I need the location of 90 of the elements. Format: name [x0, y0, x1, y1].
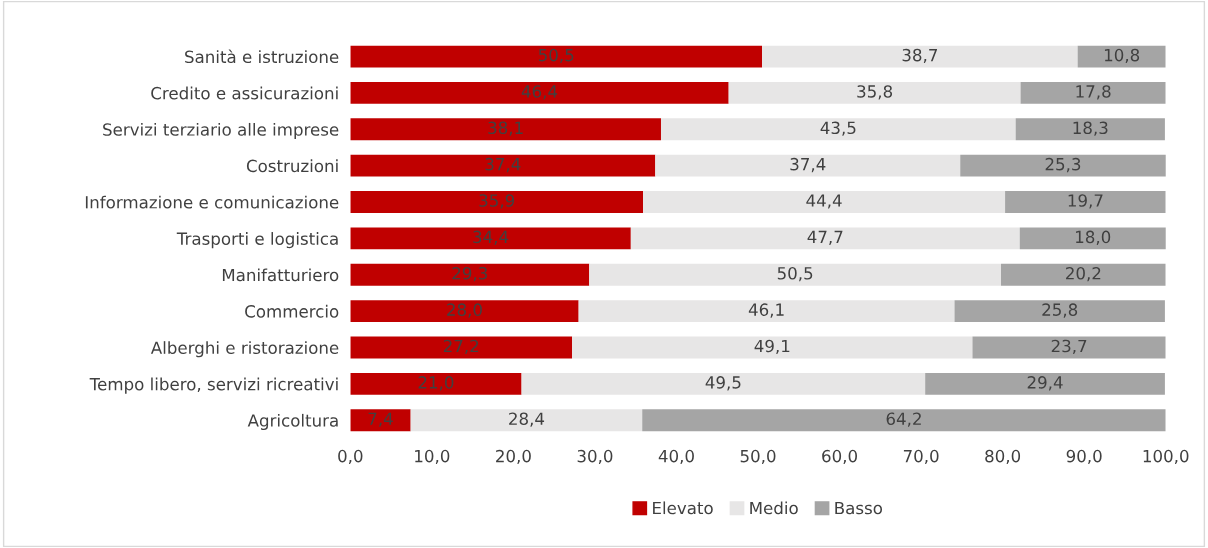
bar [1015, 118, 1165, 141]
x-tick-label: 10,0 [415, 449, 450, 465]
data-label: 37,4 [790, 157, 826, 173]
legend-label: Medio [750, 501, 798, 515]
data-label: 20,2 [1066, 266, 1101, 282]
data-label: 18,0 [1076, 230, 1111, 245]
x-tick-label: 90,0 [1066, 449, 1102, 465]
bar [350, 336, 573, 359]
bar [521, 372, 926, 395]
data-label: 46,4 [521, 85, 558, 100]
x-tick-label: 50,0 [740, 449, 776, 465]
data-label: 47,7 [807, 230, 843, 245]
y-tick-label: Informazione e comunicazione [85, 195, 339, 209]
y-tick-label: Commercio [245, 304, 339, 318]
bar [660, 118, 1016, 141]
data-label: 7,4 [368, 412, 393, 427]
data-label: 43,5 [820, 121, 856, 136]
bar [1001, 263, 1166, 286]
bar [350, 191, 644, 213]
y-tick-label: Trasporti e logistica [176, 232, 338, 249]
bar [642, 409, 1166, 432]
bar [1005, 191, 1166, 213]
x-tick-label: 20,0 [496, 449, 531, 465]
bar [1019, 227, 1166, 250]
bar [728, 82, 1021, 104]
data-label: 44,4 [806, 194, 842, 209]
data-label: 37,4 [485, 157, 521, 173]
bar [655, 154, 961, 177]
data-label: 35,9 [479, 194, 515, 209]
bar [589, 263, 1002, 286]
data-label: 38,7 [902, 48, 938, 64]
bar [350, 409, 411, 432]
bar [578, 300, 955, 323]
bar [954, 300, 1165, 323]
bar [350, 227, 631, 250]
data-label: 35,8 [857, 85, 893, 100]
data-label: 28,4 [509, 412, 545, 427]
data-label: 21,0 [418, 376, 454, 391]
bar [410, 409, 643, 432]
y-tick-label: Sanità e istruzione [185, 49, 339, 64]
x-tick-label: 80,0 [985, 449, 1021, 465]
bar [972, 336, 1166, 359]
data-label: 64,2 [886, 412, 921, 427]
data-label: 19,7 [1068, 194, 1103, 209]
y-tick-label: Agricoltura [247, 413, 338, 431]
y-tick-label: Alberghi e ristorazione [150, 341, 339, 358]
x-tick-label: 60,0 [822, 449, 858, 465]
data-label: 18,3 [1073, 121, 1108, 136]
bar [572, 336, 973, 359]
bar [350, 300, 579, 323]
data-label: 50,5 [538, 48, 574, 64]
y-tick-label: Tempo libero, servizi ricreativi [89, 377, 338, 394]
legend-label: Elevato [653, 501, 713, 515]
data-label: 25,8 [1042, 303, 1078, 318]
data-label: 46,1 [748, 303, 784, 318]
x-tick-label: 30,0 [577, 449, 613, 465]
x-tick-label: 0,0 [338, 449, 363, 465]
data-label: 29,4 [1027, 376, 1063, 391]
data-label: 23,7 [1051, 339, 1087, 355]
data-label: 27,2 [443, 339, 479, 355]
x-tick-label: 40,0 [658, 449, 694, 465]
data-label: 49,1 [754, 339, 790, 355]
bar [350, 45, 763, 68]
data-label: 17,8 [1076, 85, 1111, 100]
data-label: 50,5 [777, 266, 813, 282]
y-tick-label: Credito e assicurazioni [151, 86, 338, 100]
data-label: 28,0 [447, 303, 482, 318]
data-label: 10,8 [1104, 48, 1140, 64]
x-tick-label: 100,0 [1143, 449, 1189, 465]
bar [762, 45, 1078, 68]
data-label: 29,3 [452, 266, 487, 282]
data-label: 38,1 [488, 121, 523, 136]
data-label: 49,5 [705, 376, 741, 391]
legend-label: Basso [835, 501, 883, 515]
y-tick-label: Servizi terziario alle imprese [103, 122, 339, 140]
data-label: 25,3 [1045, 157, 1081, 173]
y-tick-label: Costruzioni [246, 159, 338, 173]
bar [643, 191, 1006, 213]
bar [960, 154, 1166, 177]
bar [350, 154, 656, 177]
bar [1020, 82, 1166, 104]
bar [350, 263, 590, 286]
bar [925, 372, 1165, 395]
x-tick-label: 70,0 [903, 449, 939, 465]
bar [350, 82, 729, 104]
bar [630, 227, 1020, 250]
bar [350, 372, 522, 395]
data-label: 34,4 [473, 230, 509, 245]
bar [350, 118, 661, 141]
y-tick-label: Manifatturiero [222, 268, 339, 282]
